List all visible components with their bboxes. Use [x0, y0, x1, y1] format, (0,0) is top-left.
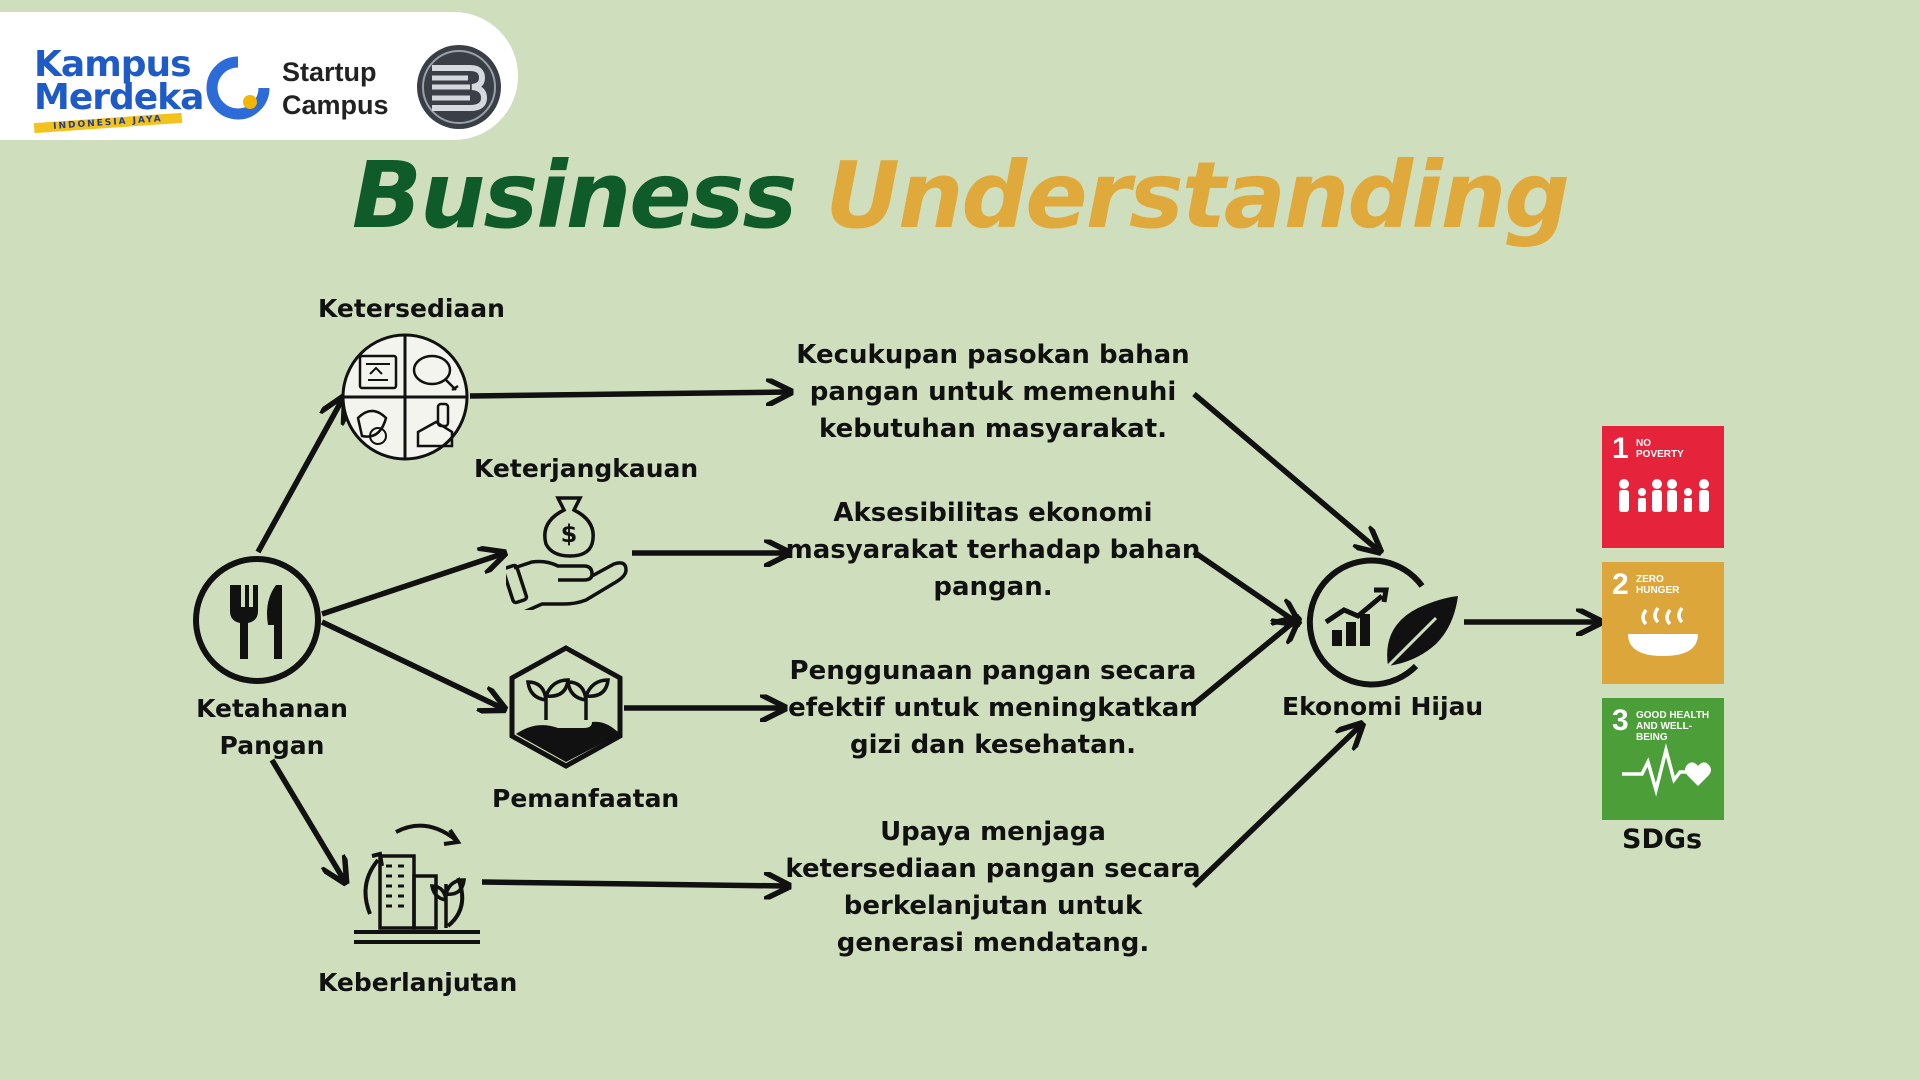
sdg-goal-3: 3 GOOD HEALTH AND WELL-BEING [1602, 698, 1724, 820]
arrow-center-to-pemanfaatan [320, 619, 502, 708]
money-bag-hand-icon: $ [506, 496, 628, 610]
arrow-center-to-keterjangkauan [321, 554, 502, 617]
sdg-goal-1: 1 NO POVERTY [1602, 426, 1724, 548]
arrow-desc3-to-hijau [1192, 620, 1296, 707]
page-title: Business Understanding [351, 142, 1570, 249]
sprout-hexagon-icon [509, 645, 623, 769]
heartbeat-icon [1622, 743, 1711, 797]
sustainable-city-icon [354, 823, 480, 944]
arrow-ketersediaan-to-desc [469, 392, 788, 396]
arrow-desc1-to-hijau [1192, 391, 1378, 550]
pillar-label-pemanfaatan: Pemanfaatan [492, 784, 680, 813]
arrow-center-to-ketersediaan [255, 400, 342, 554]
pillar-desc-keterjangkauan: Aksesibilitas ekonomi masyarakat terhada… [785, 498, 1201, 602]
sdgs-label: SDGs [1622, 824, 1703, 855]
kampus-merdeka-logo: Kampus Merdeka INDONESIA JAYA [33, 44, 204, 134]
family-icon [1619, 479, 1709, 512]
food-plate-icon [341, 333, 469, 461]
pillar-desc-ketersediaan: Kecukupan pasokan bahan pangan untuk mem… [796, 340, 1190, 444]
startup-campus-logo-text: Startup Campus [282, 57, 389, 120]
startup-campus-logo-icon [206, 56, 270, 120]
sdg-goal-2: 2 ZERO HUNGER [1602, 562, 1724, 684]
arrow-keberlanjutan-to-desc [481, 882, 786, 886]
green-growth-icon [1306, 557, 1458, 688]
bowl-icon [1628, 606, 1698, 656]
outcome-label: Ekonomi Hijau [1282, 692, 1484, 721]
pillar-label-keterjangkauan: Keterjangkauan [474, 454, 699, 483]
pillar-label-ketersediaan: Ketersediaan [318, 294, 505, 323]
fork-knife-icon [193, 556, 321, 684]
arrow-desc2-to-hijau [1192, 549, 1296, 622]
arrow-desc4-to-hijau [1192, 726, 1360, 888]
center-label: Ketahanan Pangan [196, 694, 348, 760]
pillar-label-keberlanjutan: Keberlanjutan [318, 968, 518, 997]
logo-bar: Kampus Merdeka INDONESIA JAYA Startup Ca… [0, 12, 518, 140]
b-emblem-logo-icon [417, 45, 501, 129]
arrow-center-to-keberlanjutan [269, 758, 344, 880]
svg-text:$: $ [561, 520, 578, 548]
pillar-desc-pemanfaatan: Penggunaan pangan secara efektif untuk m… [788, 656, 1198, 760]
pillar-desc-keberlanjutan: Upaya menjaga ketersediaan pangan secara… [785, 817, 1201, 958]
